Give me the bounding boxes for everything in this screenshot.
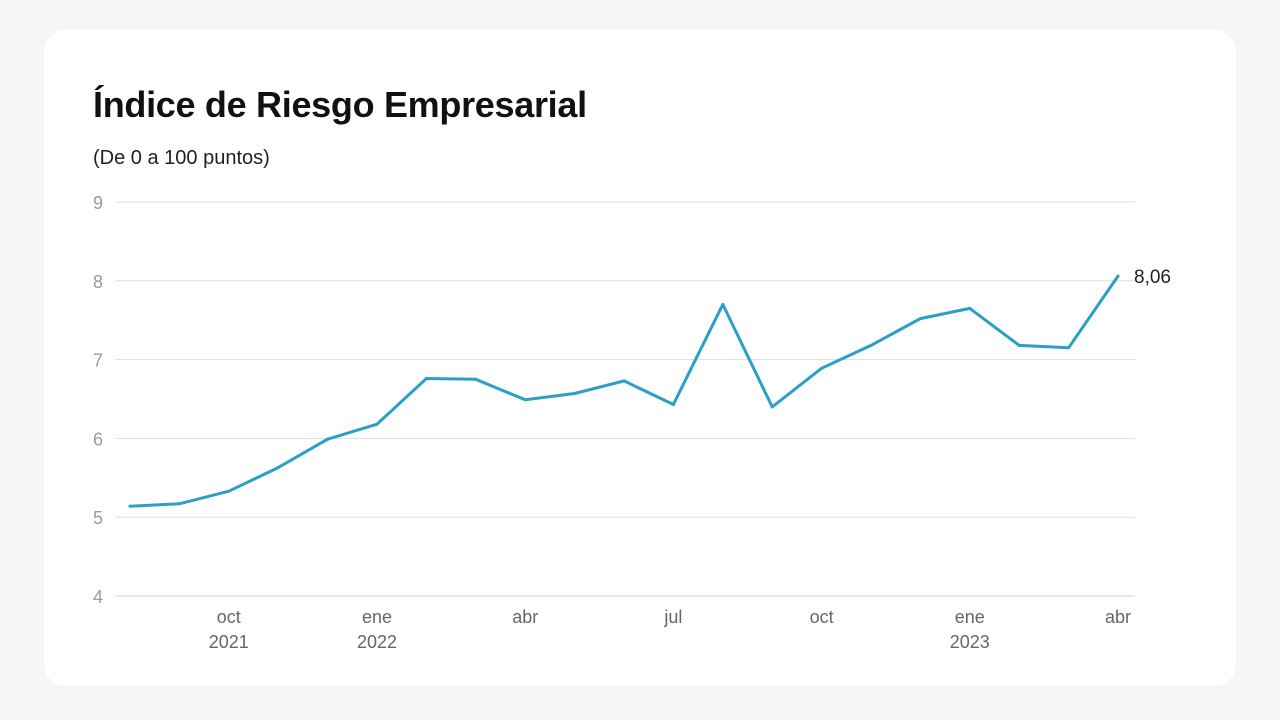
data-labels: 8,06 <box>1134 267 1171 288</box>
x-tick-label: ene <box>955 607 985 627</box>
data-point <box>671 403 675 407</box>
y-tick-label: 5 <box>93 508 103 528</box>
chart-title: Índice de Riesgo Empresarial <box>93 84 587 125</box>
gridlines <box>115 201 1135 597</box>
x-tick-year-label: 2021 <box>209 632 249 652</box>
data-point <box>1067 346 1071 350</box>
data-point <box>721 302 725 306</box>
chart-card <box>44 30 1236 686</box>
data-point <box>820 366 824 370</box>
x-axis-ticks: oct 2021 ene 2022 abr jul oct ene 2023 abr <box>209 607 1131 652</box>
end-value-label: 8,06 <box>1134 267 1171 288</box>
x-tick-label: oct <box>217 607 241 627</box>
y-tick-label: 8 <box>93 272 103 292</box>
data-point <box>424 377 428 381</box>
x-tick-label: ene <box>362 607 392 627</box>
chart-subtitle: (De 0 a 100 puntos) <box>93 147 270 169</box>
data-point <box>1116 274 1120 278</box>
y-tick-label: 6 <box>93 429 103 449</box>
data-point <box>276 466 280 470</box>
data-point <box>770 405 774 409</box>
data-point <box>375 422 379 426</box>
x-tick-label: jul <box>663 607 682 627</box>
data-point <box>177 502 181 506</box>
x-tick-label: abr <box>1105 607 1131 627</box>
data-point <box>128 504 132 508</box>
data-point <box>326 437 330 441</box>
series-layer <box>128 274 1120 508</box>
data-point <box>869 343 873 347</box>
data-point <box>227 489 231 493</box>
data-point <box>474 377 478 381</box>
y-tick-label: 4 <box>93 587 103 607</box>
data-point <box>968 306 972 310</box>
series-line <box>128 274 1120 508</box>
data-point <box>918 317 922 321</box>
x-tick-label: abr <box>512 607 538 627</box>
data-point <box>1017 343 1021 347</box>
x-tick-year-label: 2022 <box>357 632 397 652</box>
y-axis-ticks: 4 5 6 7 8 9 <box>93 193 103 607</box>
y-tick-label: 7 <box>93 351 103 371</box>
y-tick-label: 9 <box>93 193 103 213</box>
data-point <box>622 379 626 383</box>
x-tick-year-label: 2023 <box>950 632 990 652</box>
x-tick-label: oct <box>810 607 834 627</box>
data-point <box>523 398 527 402</box>
data-point <box>573 391 577 395</box>
